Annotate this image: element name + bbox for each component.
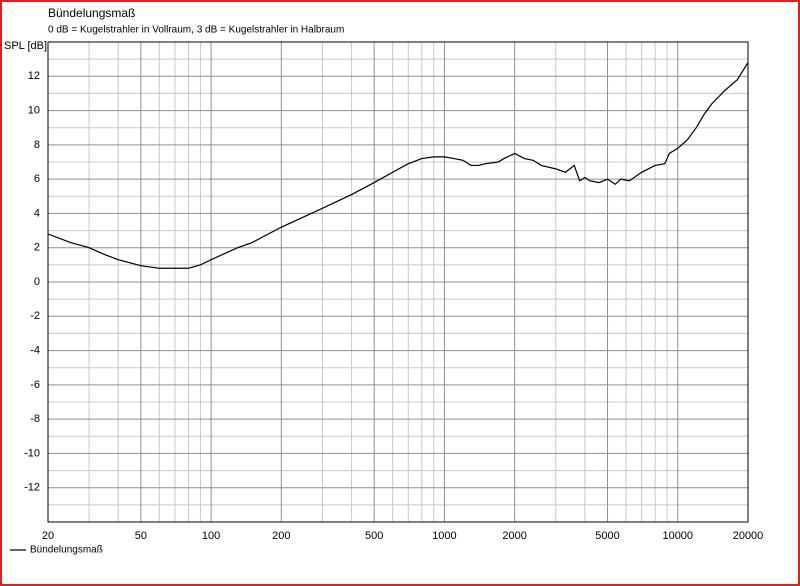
y-tick-label: 8 xyxy=(34,139,40,151)
chart-title: Bündelungsmaß xyxy=(48,6,135,20)
x-tick-label: 100 xyxy=(202,530,220,542)
y-tick-label: 10 xyxy=(28,104,40,116)
plot-border xyxy=(47,41,749,523)
y-tick-label: 0 xyxy=(34,276,40,288)
y-tick-label: -4 xyxy=(30,344,40,356)
y-tick-label: -8 xyxy=(30,413,40,425)
x-tick-label: 1000 xyxy=(432,530,456,542)
y-tick-label: -12 xyxy=(24,482,40,494)
x-tick-label: 500 xyxy=(365,530,383,542)
y-tick-label: 2 xyxy=(34,242,40,254)
y-tick-label: -6 xyxy=(30,379,40,391)
y-tick-label: 6 xyxy=(34,173,40,185)
y-tick-label: -10 xyxy=(24,447,40,459)
y-tick-label: -2 xyxy=(30,310,40,322)
x-tick-label: 20 xyxy=(42,530,54,542)
x-tick-label: 50 xyxy=(135,530,147,542)
y-tick-label: 4 xyxy=(34,207,40,219)
chart-subtitle: 0 dB = Kugelstrahler in Vollraum, 3 dB =… xyxy=(48,25,344,36)
data-line xyxy=(47,62,749,269)
y-tick-label: 12 xyxy=(28,70,40,82)
x-tick-label: 2000 xyxy=(502,530,526,542)
x-tick-label: 20000 xyxy=(733,530,764,542)
x-tick-label: 5000 xyxy=(595,530,619,542)
x-tick-label: 200 xyxy=(272,530,290,542)
legend-label: Bündelungsmaß xyxy=(30,545,103,556)
x-tick-label: 10000 xyxy=(662,530,693,542)
y-axis-label: SPL [dB] xyxy=(4,40,47,52)
